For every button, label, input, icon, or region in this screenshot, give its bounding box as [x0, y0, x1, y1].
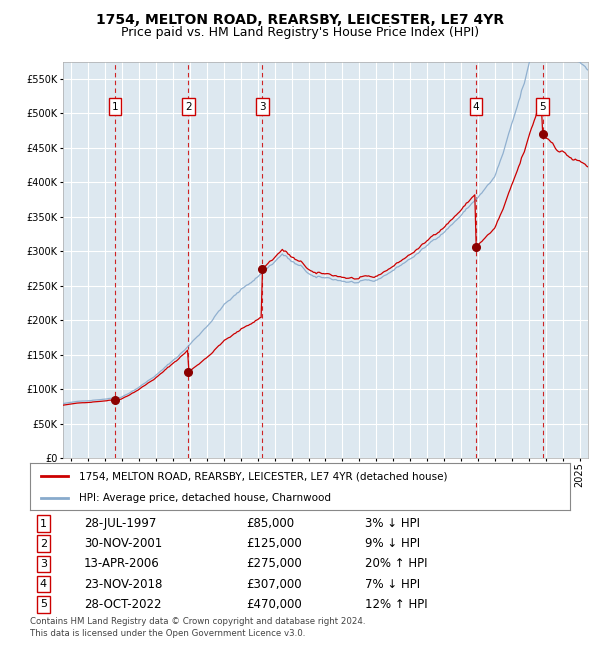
Text: £470,000: £470,000: [246, 598, 302, 611]
Text: 28-OCT-2022: 28-OCT-2022: [84, 598, 161, 611]
Text: 7% ↓ HPI: 7% ↓ HPI: [365, 578, 420, 590]
Text: This data is licensed under the Open Government Licence v3.0.: This data is licensed under the Open Gov…: [30, 629, 305, 638]
Text: HPI: Average price, detached house, Charnwood: HPI: Average price, detached house, Char…: [79, 493, 331, 502]
Text: 1: 1: [112, 101, 118, 112]
Text: 4: 4: [473, 101, 479, 112]
Text: 4: 4: [40, 579, 47, 589]
Text: 23-NOV-2018: 23-NOV-2018: [84, 578, 163, 590]
Text: £125,000: £125,000: [246, 537, 302, 550]
Text: 28-JUL-1997: 28-JUL-1997: [84, 517, 157, 530]
Text: £275,000: £275,000: [246, 558, 302, 571]
Text: 2: 2: [40, 539, 47, 549]
Text: 13-APR-2006: 13-APR-2006: [84, 558, 160, 571]
Text: 1754, MELTON ROAD, REARSBY, LEICESTER, LE7 4YR (detached house): 1754, MELTON ROAD, REARSBY, LEICESTER, L…: [79, 471, 447, 481]
Text: 9% ↓ HPI: 9% ↓ HPI: [365, 537, 420, 550]
Text: 3: 3: [40, 559, 47, 569]
Text: 1754, MELTON ROAD, REARSBY, LEICESTER, LE7 4YR: 1754, MELTON ROAD, REARSBY, LEICESTER, L…: [96, 13, 504, 27]
Text: £307,000: £307,000: [246, 578, 302, 590]
Text: 5: 5: [40, 599, 47, 609]
Text: 30-NOV-2001: 30-NOV-2001: [84, 537, 162, 550]
Text: 3: 3: [259, 101, 266, 112]
Text: £85,000: £85,000: [246, 517, 294, 530]
Text: 5: 5: [539, 101, 546, 112]
Text: Price paid vs. HM Land Registry's House Price Index (HPI): Price paid vs. HM Land Registry's House …: [121, 26, 479, 39]
Text: 12% ↑ HPI: 12% ↑ HPI: [365, 598, 427, 611]
Text: 20% ↑ HPI: 20% ↑ HPI: [365, 558, 427, 571]
Text: 1: 1: [40, 519, 47, 528]
Text: 2: 2: [185, 101, 192, 112]
Text: 3% ↓ HPI: 3% ↓ HPI: [365, 517, 420, 530]
Text: Contains HM Land Registry data © Crown copyright and database right 2024.: Contains HM Land Registry data © Crown c…: [30, 618, 365, 627]
